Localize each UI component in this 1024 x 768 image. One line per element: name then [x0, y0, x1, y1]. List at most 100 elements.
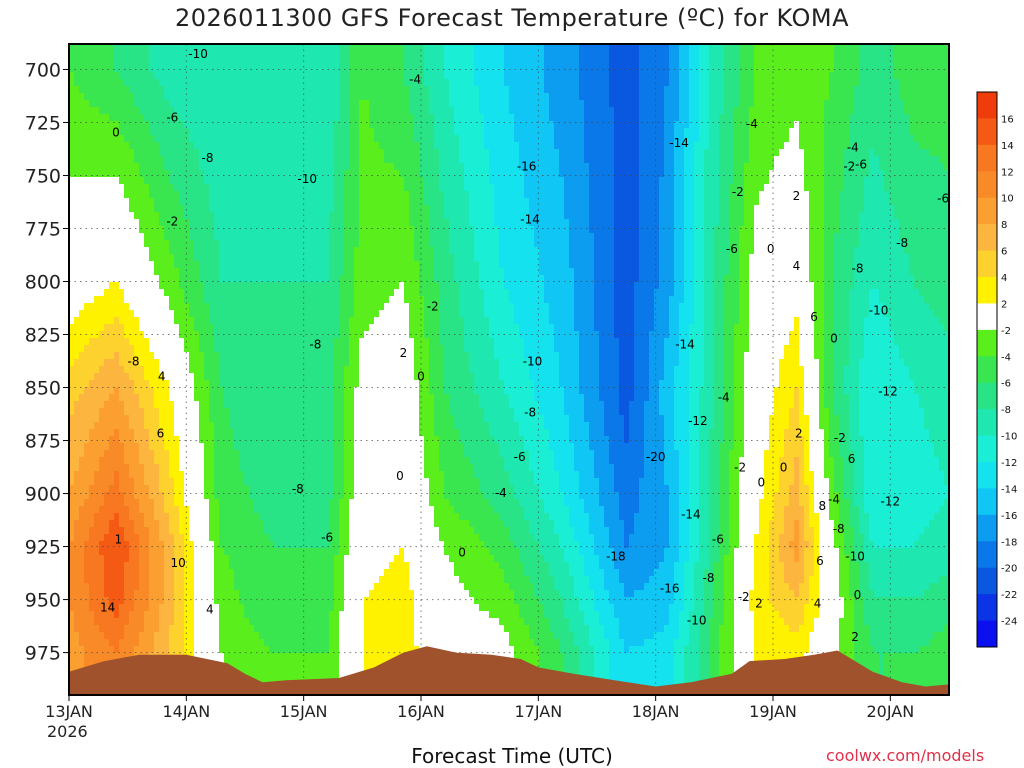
- field-cell: [484, 233, 490, 241]
- field-cell: [254, 191, 260, 199]
- field-cell: [274, 51, 280, 59]
- field-cell: [359, 128, 365, 136]
- field-cell: [509, 86, 515, 94]
- field-cell: [114, 121, 120, 129]
- field-cell: [319, 79, 325, 87]
- field-cell: [944, 107, 949, 115]
- field-cell: [524, 205, 530, 213]
- field-cell: [909, 205, 915, 213]
- field-cell: [794, 86, 800, 94]
- field-cell: [234, 226, 240, 234]
- field-cell: [944, 114, 949, 122]
- field-cell: [594, 135, 600, 143]
- field-cell: [354, 219, 360, 227]
- field-cell: [254, 65, 260, 73]
- field-cell: [549, 149, 555, 157]
- field-cell: [819, 177, 825, 185]
- field-cell: [824, 65, 830, 73]
- field-cell: [164, 219, 170, 227]
- field-cell: [314, 233, 320, 241]
- field-cell: [294, 240, 300, 248]
- field-cell: [319, 86, 325, 94]
- field-cell: [509, 149, 515, 157]
- field-cell: [834, 135, 840, 143]
- field-cell: [824, 205, 830, 213]
- field-cell: [689, 149, 695, 157]
- field-cell: [909, 149, 915, 157]
- field-cell: [679, 177, 685, 185]
- field-cell: [259, 163, 265, 171]
- field-cell: [404, 128, 410, 136]
- field-cell: [939, 170, 945, 178]
- field-cell: [389, 219, 395, 227]
- field-cell: [859, 51, 865, 59]
- field-cell: [134, 44, 140, 52]
- field-cell: [214, 142, 220, 150]
- field-cell: [524, 170, 530, 178]
- field-cell: [204, 184, 210, 192]
- field-cell: [439, 135, 445, 143]
- field-cell: [864, 212, 870, 220]
- field-cell: [324, 51, 330, 59]
- field-cell: [714, 177, 720, 185]
- field-cell: [799, 163, 805, 171]
- field-cell: [299, 205, 305, 213]
- field-cell: [104, 177, 110, 185]
- field-cell: [769, 149, 775, 157]
- field-cell: [599, 205, 605, 213]
- field-cell: [824, 121, 830, 129]
- field-cell: [534, 86, 540, 94]
- field-cell: [834, 86, 840, 94]
- field-cell: [349, 86, 355, 94]
- field-cell: [619, 233, 625, 241]
- field-cell: [519, 184, 525, 192]
- field-cell: [774, 79, 780, 87]
- field-cell: [404, 170, 410, 178]
- field-cell: [749, 191, 755, 199]
- field-cell: [889, 226, 895, 234]
- field-cell: [759, 233, 765, 241]
- field-cell: [104, 142, 110, 150]
- field-cell: [654, 212, 660, 220]
- field-cell: [344, 205, 350, 213]
- field-cell: [469, 100, 475, 108]
- field-cell: [234, 100, 240, 108]
- field-cell: [274, 149, 280, 157]
- field-cell: [634, 128, 640, 136]
- field-cell: [834, 170, 840, 178]
- field-cell: [474, 170, 480, 178]
- field-cell: [594, 72, 600, 80]
- field-cell: [284, 163, 290, 171]
- field-cell: [849, 233, 855, 241]
- field-cell: [74, 142, 80, 150]
- field-cell: [194, 72, 200, 80]
- field-cell: [94, 107, 100, 115]
- field-cell: [384, 163, 390, 171]
- field-cell: [904, 79, 910, 87]
- field-cell: [729, 51, 735, 59]
- field-cell: [664, 86, 670, 94]
- field-cell: [659, 51, 665, 59]
- field-cell: [299, 121, 305, 129]
- field-cell: [444, 191, 450, 199]
- field-cell: [269, 149, 275, 157]
- field-cell: [689, 58, 695, 66]
- field-cell: [939, 100, 945, 108]
- field-cell: [584, 226, 590, 234]
- field-cell: [644, 170, 650, 178]
- field-cell: [864, 51, 870, 59]
- field-cell: [929, 128, 935, 136]
- field-cell: [679, 135, 685, 143]
- field-cell: [524, 114, 530, 122]
- field-cell: [789, 163, 795, 171]
- field-cell: [164, 79, 170, 87]
- field-cell: [504, 121, 510, 129]
- field-cell: [114, 156, 120, 164]
- field-cell: [254, 93, 260, 101]
- field-cell: [569, 58, 575, 66]
- field-cell: [884, 128, 890, 136]
- field-cell: [144, 170, 150, 178]
- field-cell: [199, 58, 205, 66]
- field-cell: [564, 135, 570, 143]
- field-cell: [209, 65, 215, 73]
